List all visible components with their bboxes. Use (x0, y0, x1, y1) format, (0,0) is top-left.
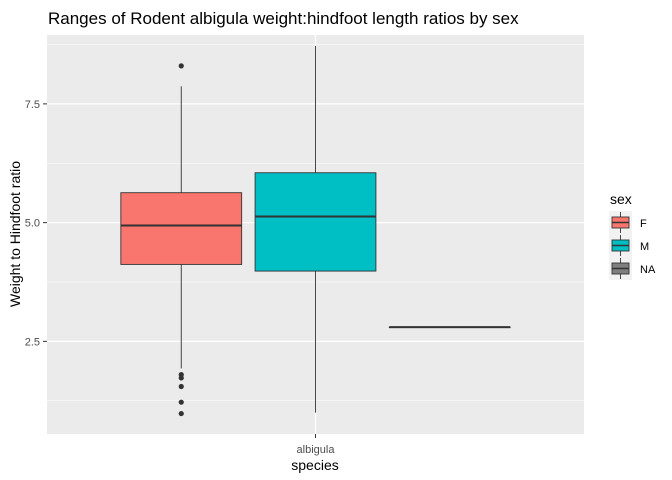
y-axis-title: Weight to Hindfoot ratio (7, 161, 23, 307)
y-tick-label: 2.5 (25, 336, 40, 348)
outlier-point (178, 410, 184, 417)
box-m (254, 45, 377, 413)
legend-label: F (640, 218, 647, 230)
y-tick-label: 5.0 (25, 218, 40, 230)
x-axis-title: species (291, 457, 338, 473)
chart-title: Ranges of Rodent albigula weight:hindfoo… (48, 9, 519, 28)
legend-item-f: F (609, 211, 647, 234)
outlier-point (178, 63, 184, 69)
box-na (388, 326, 511, 329)
legend-title: sex (610, 191, 632, 207)
outlier-point (178, 399, 184, 405)
box-iqr (254, 172, 377, 272)
legend-item-na: NA (609, 257, 656, 280)
y-tick-label: 7.5 (25, 99, 40, 111)
boxes-layer (120, 45, 511, 417)
outlier-point (178, 383, 184, 390)
x-axis-ticks: albigula (297, 434, 336, 456)
x-tick-label: albigula (297, 444, 336, 456)
outlier-point (178, 375, 184, 381)
y-axis-ticks: 2.5 5.0 7.5 (25, 99, 47, 348)
legend-item-m: M (609, 234, 649, 257)
box-iqr (120, 192, 243, 265)
legend-label: M (640, 241, 649, 253)
legend-label: NA (640, 264, 656, 276)
legend: sex FM NA (609, 191, 656, 280)
box-f (120, 63, 243, 417)
